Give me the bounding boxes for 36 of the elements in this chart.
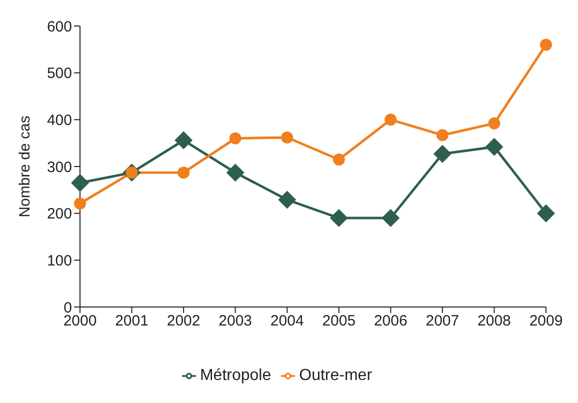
point: [229, 132, 242, 144]
point: [226, 164, 244, 182]
legend-label: Métropole: [200, 367, 272, 384]
x-tick-label: 2005: [322, 312, 356, 330]
x-tick-label: 2002: [166, 312, 200, 330]
x-tick-label: 2007: [426, 312, 460, 330]
y-tick-label: 400: [46, 112, 72, 129]
x-tick-label: 2009: [529, 312, 563, 330]
x-tick-label: 2006: [374, 312, 408, 330]
y-tick-label: 600: [46, 18, 72, 36]
point: [540, 38, 552, 51]
point: [436, 129, 448, 142]
point: [71, 174, 89, 192]
legend-label: Outre-mer: [299, 367, 372, 384]
x-tick-label: 2004: [270, 312, 304, 330]
point: [488, 117, 500, 130]
y-tick-label: 300: [46, 158, 72, 176]
point: [485, 138, 504, 156]
y-tick-label: 200: [46, 206, 72, 223]
point: [332, 153, 345, 166]
y-axis-title: Nombre de cas: [16, 116, 34, 218]
point: [537, 204, 555, 222]
point: [74, 198, 86, 210]
y-tick-label: 500: [46, 65, 72, 82]
point: [174, 131, 193, 150]
point: [178, 166, 190, 179]
point: [384, 114, 397, 126]
x-tick-label: 2003: [218, 312, 252, 330]
point: [382, 209, 400, 228]
point: [330, 209, 348, 228]
x-tick-label: 2008: [478, 312, 511, 330]
y-tick-label: 100: [46, 252, 72, 270]
point: [281, 131, 294, 144]
point: [433, 144, 452, 163]
x-tick-label: 2001: [115, 312, 148, 330]
point: [278, 190, 296, 209]
